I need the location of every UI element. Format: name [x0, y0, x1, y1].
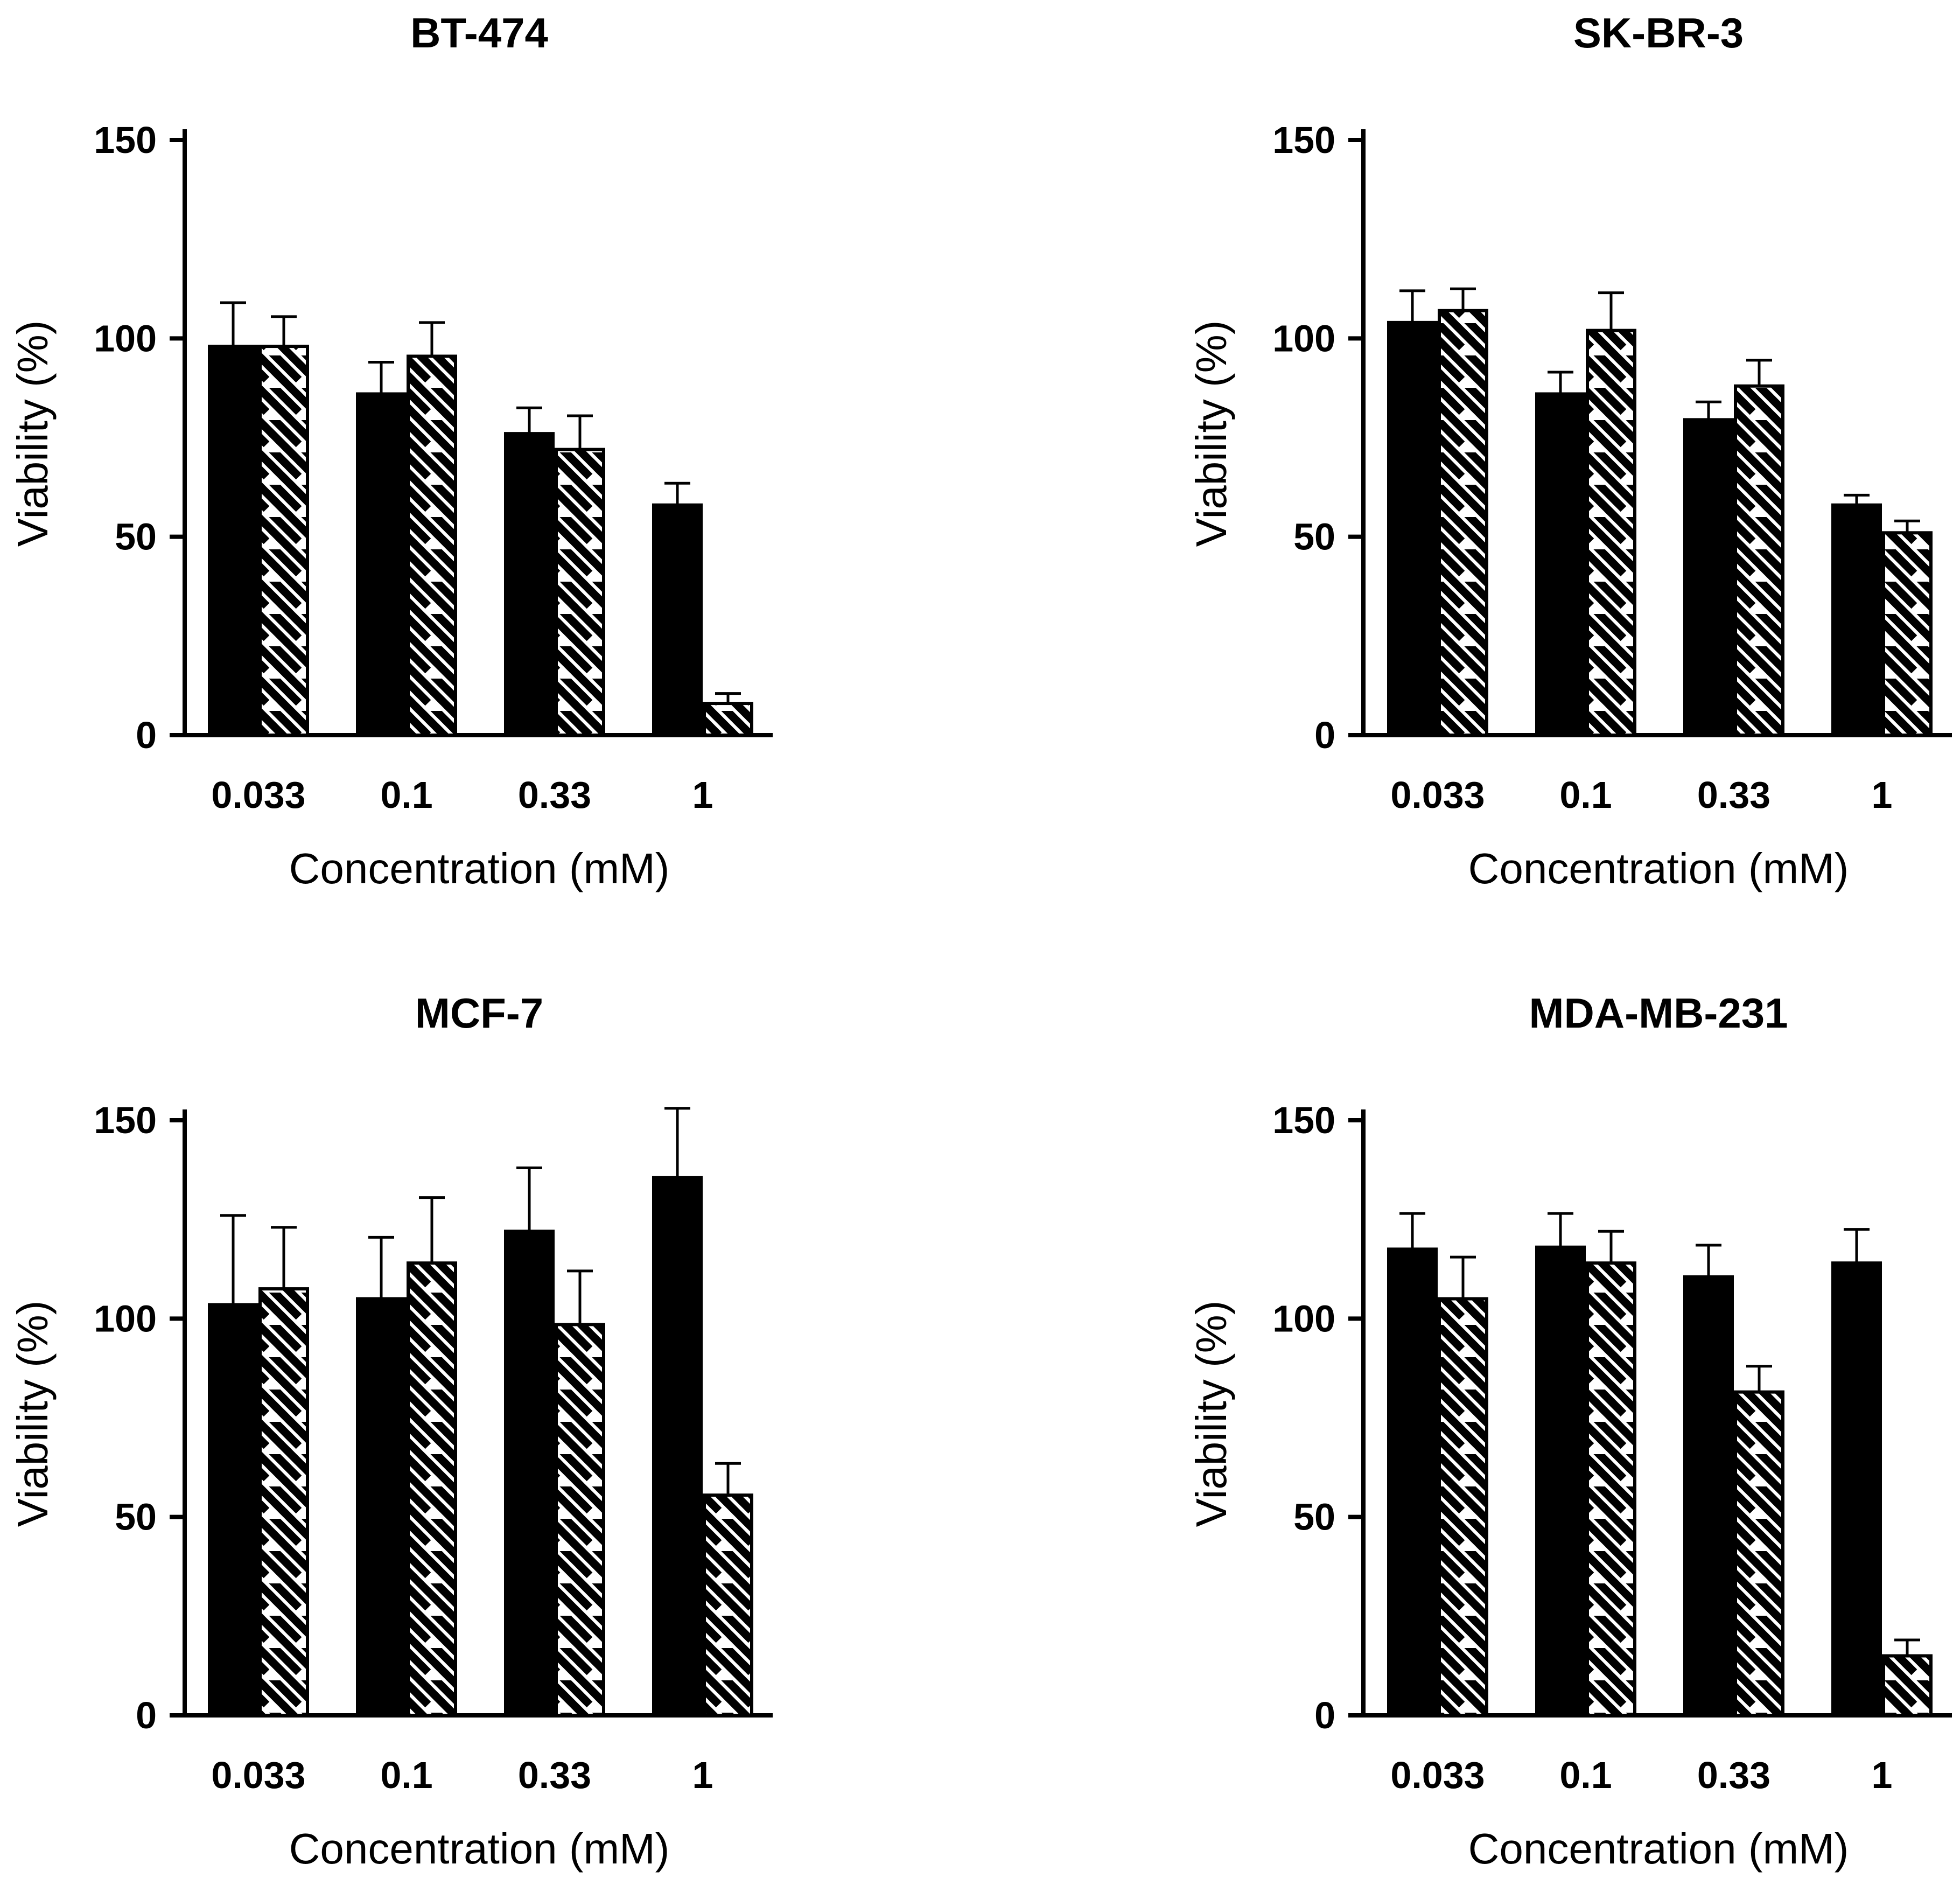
bar-solid [1831, 503, 1882, 737]
x-axis-title: Concentration (mM) [1468, 1825, 1849, 1873]
x-tick-label: 0.033 [1390, 774, 1485, 816]
y-tick-label: 50 [115, 1496, 157, 1538]
x-tick-label: 0.33 [518, 774, 591, 816]
y-axis-title: Viability (%) [1187, 1301, 1235, 1527]
x-tick-label: 0.033 [211, 774, 305, 816]
panel-title: MCF-7 [415, 989, 543, 1037]
y-tick-label: 0 [136, 1694, 157, 1736]
x-tick-label: 0.1 [380, 1754, 432, 1796]
bar-solid [1535, 392, 1586, 737]
plot-marks: 0 50 100 150 0.033 0.1 0.33 1 [94, 119, 773, 816]
bar-solid [1683, 1275, 1734, 1718]
x-tick-label: 0.033 [1390, 1754, 1485, 1796]
plot-marks: 0 50 100 150 0.033 0.1 0.33 1 [94, 1099, 773, 1796]
x-tick-label: 0.33 [1697, 1754, 1770, 1796]
bar-hatched [1734, 1390, 1784, 1718]
y-tick-label: 150 [94, 119, 157, 161]
x-axis-title: Concentration (mM) [289, 1825, 670, 1873]
y-tick-label: 0 [1314, 1694, 1335, 1736]
panel-title: SK-BR-3 [1573, 9, 1744, 57]
bar-solid [652, 503, 703, 737]
y-tick-label: 150 [1272, 1099, 1335, 1141]
bar-hatched [1586, 329, 1636, 737]
y-tick-label: 100 [1272, 317, 1335, 359]
bar-hatched [258, 1287, 309, 1717]
bar-solid [504, 432, 555, 737]
y-tick-label: 0 [136, 714, 157, 756]
plot-marks: 0 50 100 150 0.033 0.1 0.33 1 [1272, 119, 1952, 816]
bar-solid [1535, 1245, 1586, 1718]
x-tick-label: 0.33 [518, 1754, 591, 1796]
panel-title: BT-474 [410, 9, 548, 57]
bar-solid [504, 1230, 555, 1717]
panel-mda-mb-231: MDA-MB-231 Concentration (mM) Viability … [1187, 989, 1952, 1873]
bar-solid [652, 1176, 703, 1717]
bar-hatched [1438, 309, 1488, 737]
y-tick-label: 50 [115, 516, 157, 558]
x-tick-label: 1 [692, 774, 713, 816]
x-tick-label: 0.033 [211, 1754, 305, 1796]
x-tick-label: 0.1 [1559, 1754, 1612, 1796]
x-tick-label: 1 [1872, 1754, 1893, 1796]
bar-solid [208, 345, 258, 737]
y-tick-label: 0 [1314, 714, 1335, 756]
y-tick-label: 150 [94, 1099, 157, 1141]
bar-solid [356, 1297, 407, 1717]
x-tick-label: 0.33 [1697, 774, 1770, 816]
bar-hatched [1586, 1261, 1636, 1717]
bar-solid [1831, 1261, 1882, 1717]
y-tick-label: 50 [1293, 1496, 1335, 1538]
bar-hatched [1438, 1297, 1488, 1717]
x-tick-label: 1 [1872, 774, 1893, 816]
x-tick-label: 1 [692, 1754, 713, 1796]
y-axis-title: Viability (%) [9, 320, 57, 547]
bar-hatched [703, 702, 753, 737]
bar-solid [1387, 1247, 1438, 1718]
bar-solid [1387, 320, 1438, 737]
y-tick-label: 150 [1272, 119, 1335, 161]
y-axis-title: Viability (%) [9, 1301, 57, 1527]
bar-solid [1683, 418, 1734, 737]
bar-hatched [1882, 1654, 1933, 1717]
bar-solid [356, 392, 407, 737]
panel-bt-474: BT-474 Concentration (mM) Viability (%) … [9, 9, 773, 892]
x-tick-label: 0.1 [1559, 774, 1612, 816]
y-tick-label: 100 [1272, 1297, 1335, 1339]
bar-hatched [555, 1323, 605, 1717]
bar-hatched [407, 1261, 457, 1717]
bar-hatched [1882, 531, 1933, 737]
bar-solid [208, 1303, 258, 1718]
bar-hatched [555, 448, 605, 737]
bar-hatched [258, 345, 309, 737]
y-axis-title: Viability (%) [1187, 320, 1235, 547]
y-tick-label: 100 [94, 1297, 157, 1339]
x-tick-label: 0.1 [380, 774, 432, 816]
bar-hatched [1734, 384, 1784, 737]
bar-hatched [703, 1493, 753, 1717]
plot-marks: 0 50 100 150 0.033 0.1 0.33 1 [1272, 1099, 1952, 1796]
y-tick-label: 100 [94, 317, 157, 359]
panel-mcf-7: MCF-7 Concentration (mM) Viability (%) 0… [9, 989, 773, 1873]
panel-title: MDA-MB-231 [1529, 989, 1788, 1037]
x-axis-title: Concentration (mM) [289, 844, 670, 892]
bar-hatched [407, 354, 457, 737]
y-tick-label: 50 [1293, 516, 1335, 558]
x-axis-title: Concentration (mM) [1468, 844, 1849, 892]
panel-sk-br-3: SK-BR-3 Concentration (mM) Viability (%)… [1187, 9, 1952, 892]
